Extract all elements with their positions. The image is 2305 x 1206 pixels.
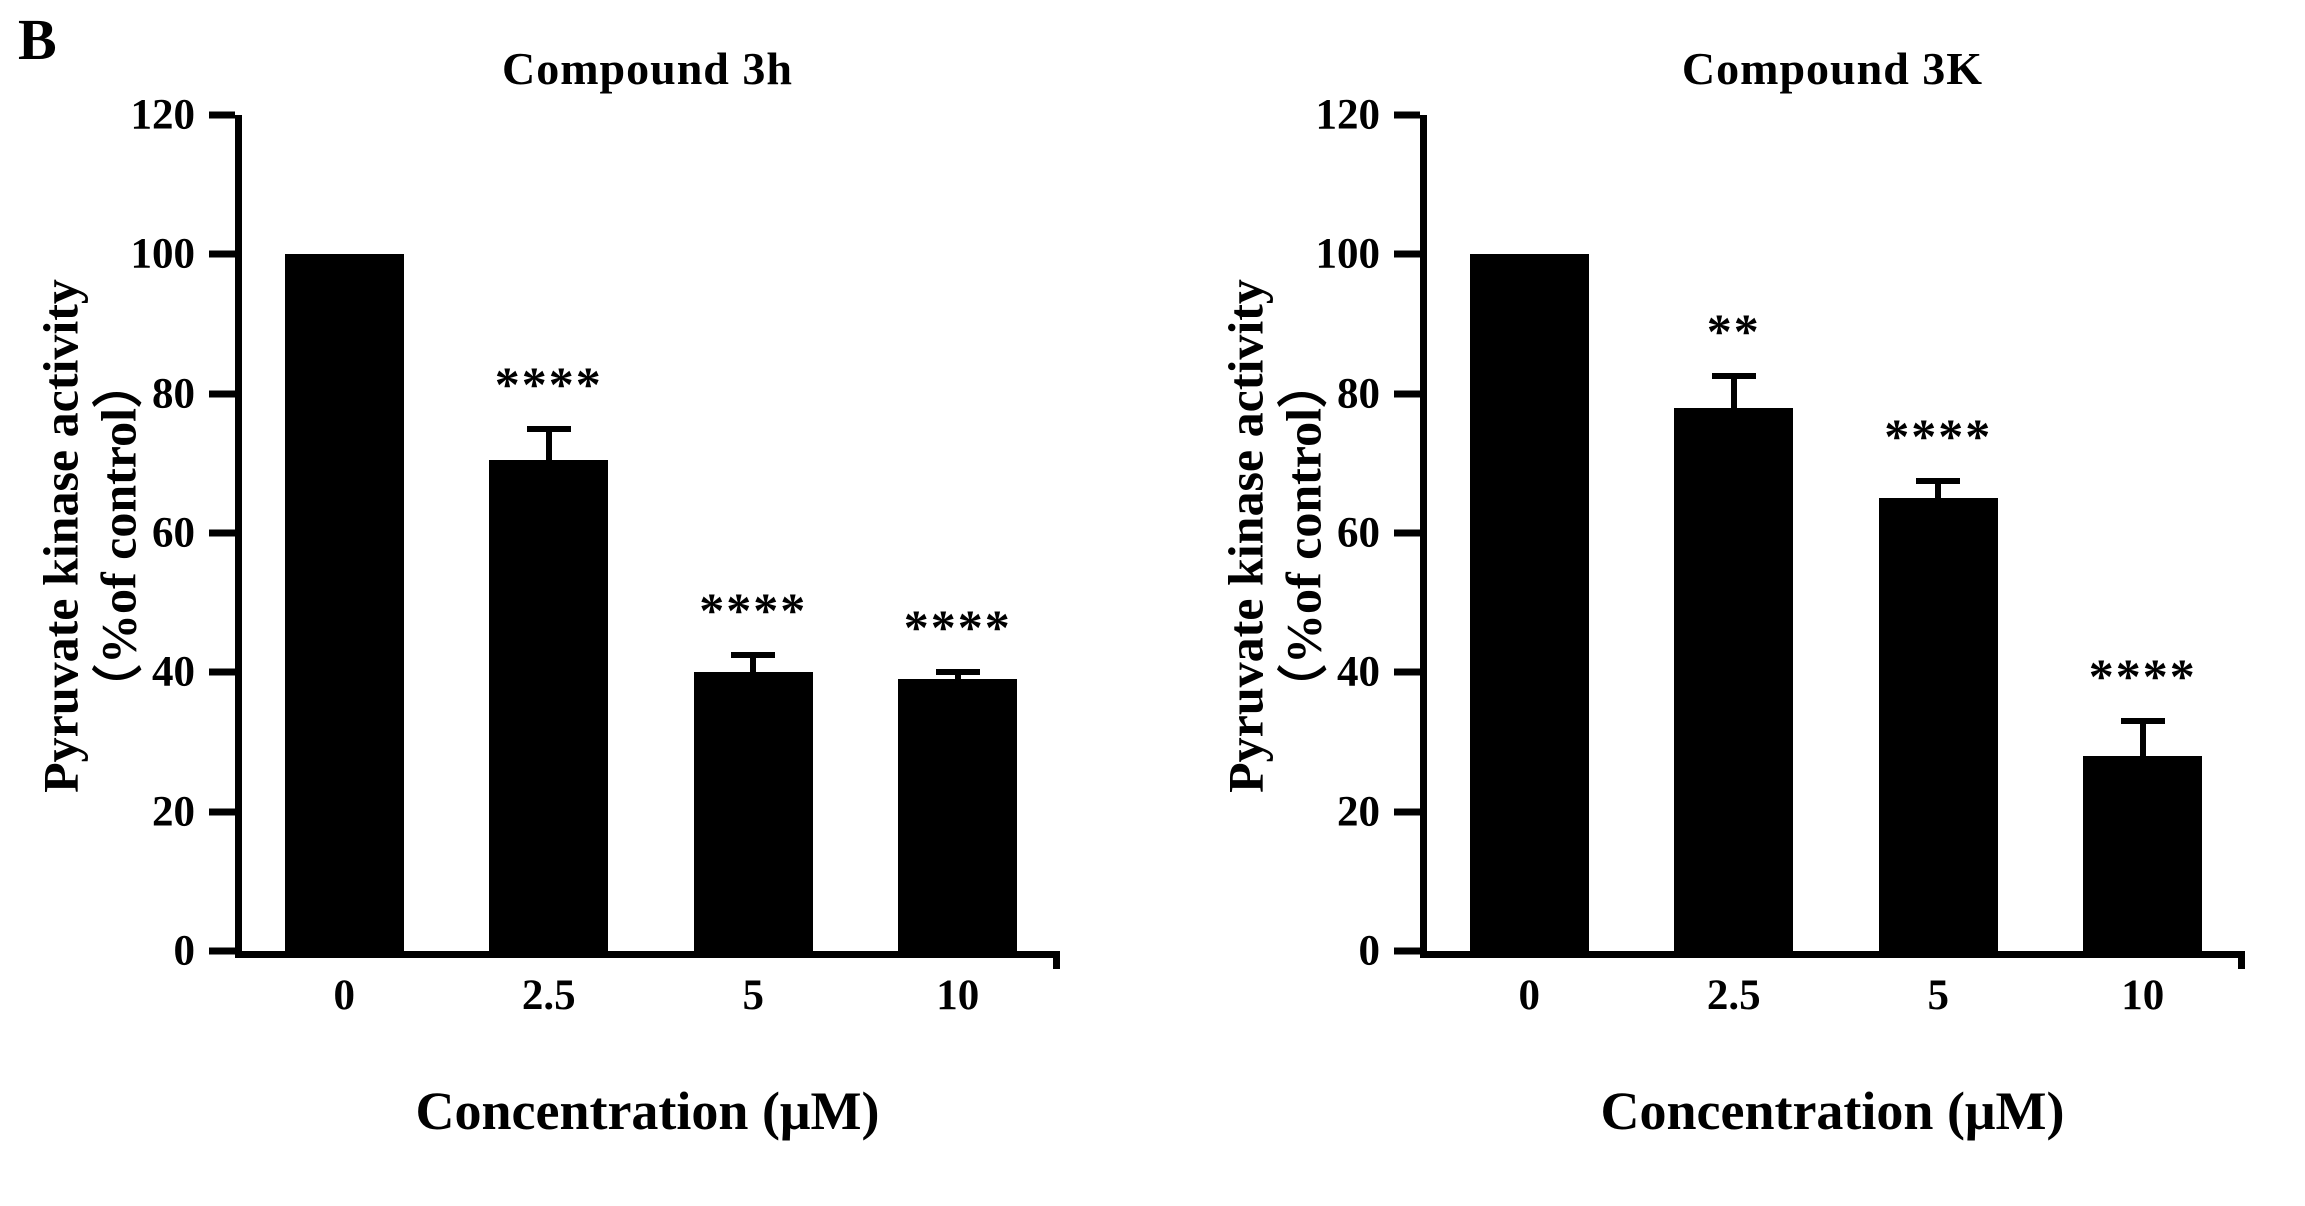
- significance-stars: ****: [903, 599, 1012, 656]
- x-axis-end-tick: [1053, 951, 1060, 969]
- error-bar: [954, 672, 961, 680]
- bar-10: [2083, 755, 2203, 951]
- panel-label: B: [18, 7, 57, 72]
- x-axis-tick-label: 10: [936, 972, 980, 1019]
- bar-2.5: [489, 459, 609, 951]
- x-axis-tick-label: 2.5: [521, 972, 576, 1019]
- y-axis-tick: [1394, 668, 1420, 676]
- x-axis-tick-label: 5: [742, 972, 765, 1019]
- y-axis-tick: [1394, 390, 1420, 398]
- y-axis-tick: [209, 947, 235, 955]
- chart-title: Compound 3h: [502, 43, 793, 94]
- bar-2.5: [1674, 407, 1794, 951]
- y-axis-tick: [209, 529, 235, 537]
- y-axis-tick: [209, 390, 235, 398]
- x-axis-tick-label: 10: [2121, 972, 2165, 1019]
- error-bar-cap: [1711, 373, 1756, 380]
- y-axis-tick-label: 0: [173, 927, 196, 975]
- y-axis-tick: [209, 111, 235, 119]
- error-bar: [1935, 480, 1942, 499]
- error-bar-cap: [731, 651, 776, 658]
- error-bar-cap: [2120, 718, 2165, 725]
- y-axis-tick: [209, 668, 235, 676]
- plot-area: 0 20 40 60 80 100 120 0 ** 2.5 **** 5 **** 10: [1316, 92, 2245, 1019]
- y-axis-tick: [209, 808, 235, 816]
- chart-title: Compound 3K: [1681, 43, 1984, 94]
- x-axis-tick-label: 0: [1518, 972, 1541, 1019]
- error-bar: [545, 428, 552, 460]
- significance-stars: ****: [494, 355, 603, 412]
- error-bar-cap: [935, 669, 980, 676]
- error-bar: [1730, 376, 1737, 408]
- y-axis-tick: [1394, 808, 1420, 816]
- x-axis-tick-label: 0: [333, 972, 356, 1019]
- y-axis-tick-label: 0: [1358, 927, 1381, 975]
- y-axis-tick-label: 40: [1337, 648, 1380, 696]
- bar-10: [898, 679, 1018, 951]
- x-axis-tick-label: 2.5: [1706, 972, 1761, 1019]
- significance-stars: ****: [1884, 407, 1993, 464]
- x-axis-title: Concentration (μM): [1600, 1081, 2065, 1141]
- y-axis-tick-label: 80: [152, 370, 195, 418]
- significance-stars: ****: [2088, 648, 2197, 705]
- y-axis-tick-label: 60: [152, 509, 195, 557]
- significance-stars: ****: [699, 581, 808, 638]
- error-bar-cap: [526, 425, 571, 432]
- y-axis-tick-label: 20: [1337, 788, 1380, 836]
- y-axis-tick-label: 20: [152, 788, 195, 836]
- bar-5: [1878, 498, 1998, 951]
- bar-0: [1469, 254, 1589, 951]
- x-axis-title: Concentration (μM): [415, 1081, 880, 1141]
- plot-area: 0 20 40 60 80 100 120 0 **** 2.5 **** 5 **** 10: [131, 92, 1060, 1019]
- y-axis-tick-label: 120: [130, 91, 196, 139]
- y-axis-tick-label: 100: [1315, 230, 1381, 278]
- chart-compound-3h: Compound 3h Pyruvate kinase activity （%o…: [0, 0, 1152, 1206]
- bar-5: [693, 672, 813, 951]
- bar-0: [284, 254, 404, 951]
- y-axis-tick: [209, 250, 235, 258]
- y-axis-tick: [1394, 529, 1420, 537]
- error-bar: [750, 654, 757, 673]
- y-axis-tick-label: 40: [152, 648, 195, 696]
- y-axis-tick: [1394, 111, 1420, 119]
- y-axis-tick-label: 60: [1337, 509, 1380, 557]
- y-axis-tick-label: 80: [1337, 370, 1380, 418]
- x-axis-tick-label: 5: [1927, 972, 1950, 1019]
- y-axis-tick: [1394, 250, 1420, 258]
- y-axis-tick: [1394, 947, 1420, 955]
- significance-stars: **: [1706, 303, 1761, 360]
- x-axis-end-tick: [2238, 951, 2245, 969]
- y-axis-tick-label: 120: [1315, 91, 1381, 139]
- error-bar: [2139, 721, 2146, 756]
- y-axis-tick-label: 100: [130, 230, 196, 278]
- error-bar-cap: [1916, 477, 1961, 484]
- chart-compound-3k: Compound 3K Pyruvate kinase activity （%o…: [1153, 0, 2305, 1206]
